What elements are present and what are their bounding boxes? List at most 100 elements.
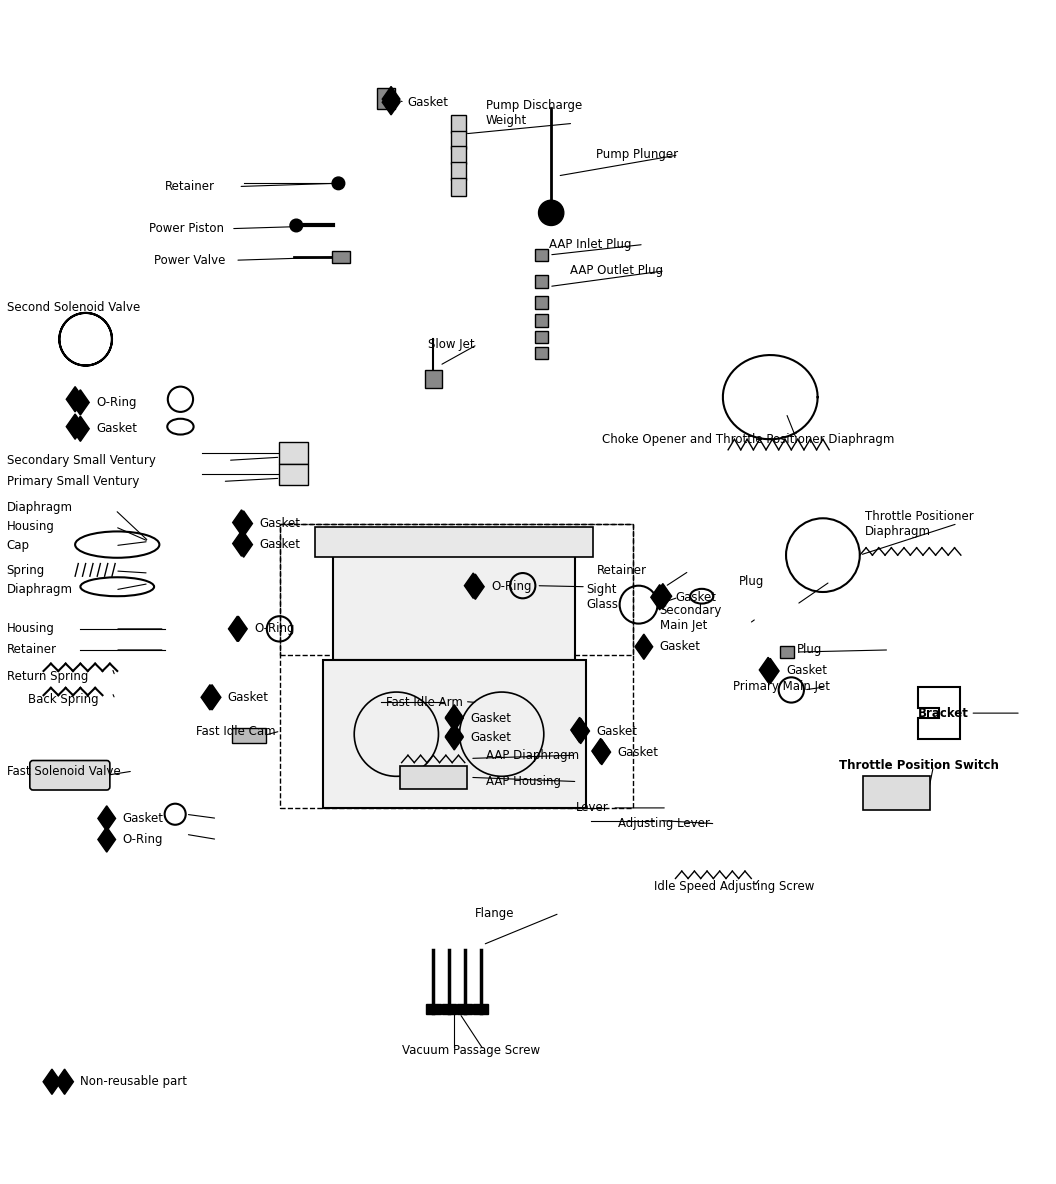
FancyBboxPatch shape	[535, 330, 548, 343]
Text: Power Valve: Power Valve	[154, 253, 226, 266]
FancyBboxPatch shape	[863, 777, 930, 810]
Text: Secondary
Main Jet: Secondary Main Jet	[660, 604, 722, 632]
FancyBboxPatch shape	[323, 661, 586, 807]
Text: Gasket: Gasket	[96, 423, 137, 436]
Polygon shape	[232, 510, 250, 535]
Polygon shape	[650, 585, 668, 610]
Polygon shape	[234, 532, 252, 558]
Text: Lever: Lever	[576, 802, 608, 815]
Text: Diaphragm: Diaphragm	[6, 501, 73, 514]
FancyBboxPatch shape	[332, 251, 350, 263]
Polygon shape	[571, 719, 589, 744]
FancyBboxPatch shape	[535, 314, 548, 327]
Text: Slow Jet: Slow Jet	[428, 337, 474, 350]
FancyBboxPatch shape	[535, 275, 548, 288]
Polygon shape	[43, 1069, 61, 1094]
Polygon shape	[465, 573, 483, 598]
Text: Fast Idle Cam: Fast Idle Cam	[196, 725, 276, 738]
FancyBboxPatch shape	[280, 463, 308, 484]
Polygon shape	[98, 826, 115, 852]
Polygon shape	[446, 704, 464, 731]
Polygon shape	[72, 390, 89, 416]
Text: Return Spring: Return Spring	[6, 670, 88, 683]
Text: Gasket: Gasket	[260, 538, 300, 551]
Text: Fast Solenoid Valve: Fast Solenoid Valve	[6, 765, 120, 778]
Polygon shape	[446, 723, 464, 749]
Text: Second Solenoid Valve: Second Solenoid Valve	[6, 301, 139, 314]
Circle shape	[539, 200, 564, 225]
Text: AAP Diaphragm: AAP Diaphragm	[486, 748, 579, 761]
Text: Gasket: Gasket	[676, 591, 716, 604]
Text: Secondary Small Ventury: Secondary Small Ventury	[6, 453, 155, 466]
FancyBboxPatch shape	[441, 1004, 456, 1015]
Text: Gasket: Gasket	[470, 731, 511, 744]
Text: AAP Housing: AAP Housing	[486, 776, 561, 789]
FancyBboxPatch shape	[451, 130, 466, 149]
Text: Spring: Spring	[6, 565, 45, 578]
FancyBboxPatch shape	[451, 178, 466, 197]
FancyBboxPatch shape	[451, 162, 466, 180]
Polygon shape	[229, 616, 247, 642]
Text: Gasket: Gasket	[618, 746, 659, 759]
Polygon shape	[201, 684, 219, 710]
Polygon shape	[759, 657, 777, 683]
Text: Bracket: Bracket	[918, 707, 968, 720]
Polygon shape	[654, 584, 672, 609]
FancyBboxPatch shape	[451, 115, 466, 133]
FancyBboxPatch shape	[457, 1004, 472, 1015]
FancyBboxPatch shape	[779, 645, 794, 658]
Text: Housing: Housing	[6, 623, 55, 636]
Polygon shape	[72, 416, 89, 442]
Polygon shape	[98, 806, 115, 831]
Polygon shape	[56, 1069, 74, 1094]
Text: Gasket: Gasket	[407, 96, 448, 109]
Text: Pump Plunger: Pump Plunger	[597, 148, 679, 161]
FancyBboxPatch shape	[333, 545, 576, 661]
Bar	[281, 523, 634, 807]
Text: Choke Opener and Throttle Positioner Diaphragm: Choke Opener and Throttle Positioner Dia…	[602, 433, 894, 446]
Polygon shape	[203, 684, 221, 710]
Text: O-Ring: O-Ring	[96, 395, 136, 408]
Text: Power Piston: Power Piston	[149, 223, 224, 236]
Text: Non-reusable part: Non-reusable part	[80, 1075, 187, 1088]
Text: O-Ring: O-Ring	[491, 580, 531, 593]
FancyBboxPatch shape	[451, 147, 466, 165]
Text: Diaphragm: Diaphragm	[6, 584, 73, 597]
Text: Gasket: Gasket	[228, 690, 269, 703]
FancyBboxPatch shape	[232, 728, 266, 742]
Polygon shape	[761, 658, 779, 683]
Text: Primary Small Ventury: Primary Small Ventury	[6, 475, 139, 488]
Text: Sight
Glass: Sight Glass	[586, 584, 618, 611]
Text: Gasket: Gasket	[122, 812, 164, 825]
Text: Flange: Flange	[475, 907, 515, 920]
Polygon shape	[228, 616, 246, 642]
FancyBboxPatch shape	[316, 527, 593, 558]
Text: Fast Idle Arm: Fast Idle Arm	[385, 696, 463, 709]
Text: Gasket: Gasket	[470, 712, 511, 725]
Polygon shape	[382, 86, 400, 111]
Text: Plug: Plug	[738, 575, 765, 588]
Text: Housing: Housing	[6, 520, 55, 533]
FancyBboxPatch shape	[535, 296, 548, 309]
Text: AAP Outlet Plug: AAP Outlet Plug	[570, 264, 663, 277]
Circle shape	[332, 178, 344, 189]
Polygon shape	[67, 414, 84, 439]
Polygon shape	[591, 739, 609, 764]
Polygon shape	[467, 574, 485, 599]
Text: Retainer: Retainer	[6, 643, 57, 656]
Text: O-Ring: O-Ring	[254, 623, 295, 636]
Text: Cap: Cap	[6, 539, 30, 552]
Text: Primary Main Jet: Primary Main Jet	[733, 681, 830, 694]
Text: Retainer: Retainer	[165, 180, 214, 193]
Text: Throttle Positioner
Diaphragm: Throttle Positioner Diaphragm	[865, 509, 974, 538]
Text: Vacuum Passage Screw: Vacuum Passage Screw	[401, 1043, 540, 1056]
Polygon shape	[232, 530, 250, 556]
FancyBboxPatch shape	[377, 88, 395, 109]
Text: Back Spring: Back Spring	[27, 693, 98, 706]
Text: O-Ring: O-Ring	[122, 834, 163, 847]
Polygon shape	[446, 706, 464, 731]
FancyBboxPatch shape	[280, 443, 308, 463]
FancyBboxPatch shape	[399, 766, 467, 789]
Bar	[281, 523, 634, 655]
Text: Plug: Plug	[796, 643, 822, 656]
